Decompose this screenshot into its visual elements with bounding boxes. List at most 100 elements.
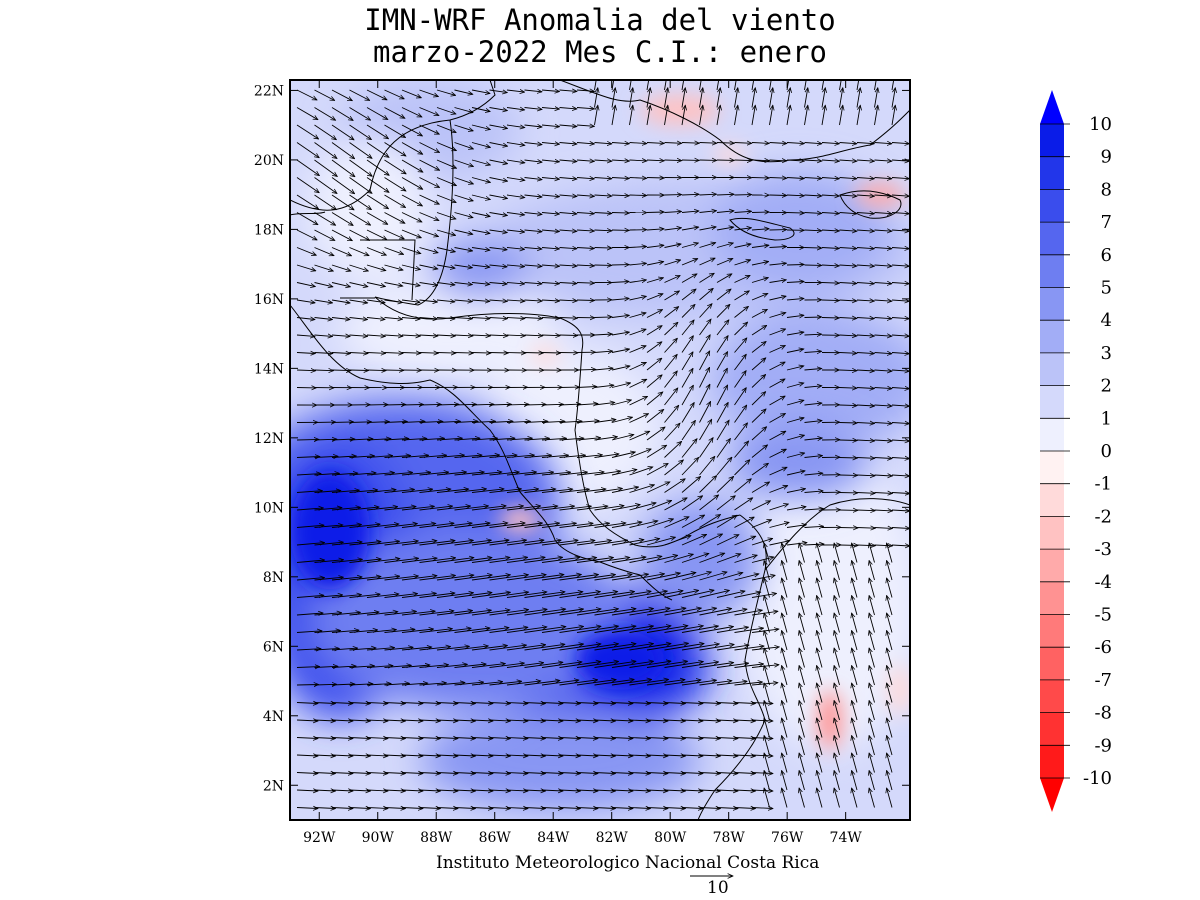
wind-vector <box>699 553 725 563</box>
wind-vector <box>436 438 462 440</box>
wind-vector <box>629 449 652 458</box>
wind-vector <box>331 142 355 159</box>
wind-vector <box>856 423 875 424</box>
wind-vector <box>646 573 680 581</box>
lon-label: 82W <box>596 830 629 846</box>
wind-vector <box>331 124 354 140</box>
wind-vector <box>349 177 373 194</box>
wind-vector <box>454 575 493 581</box>
colorbar-label: 1 <box>1101 408 1112 429</box>
lat-label: 22N <box>254 83 284 99</box>
wind-vector <box>366 194 389 209</box>
wind-vector <box>471 455 500 458</box>
wind-vector <box>454 177 474 184</box>
wind-vector <box>594 454 620 458</box>
wind-vector <box>401 558 437 563</box>
wind-vector <box>489 335 508 336</box>
wind-vector <box>541 125 560 127</box>
wind-vector <box>541 283 560 284</box>
wind-vector <box>331 264 351 271</box>
wind-vector <box>471 421 496 422</box>
wind-vector <box>471 506 506 511</box>
colorbar-top-arrow <box>1040 90 1064 124</box>
wind-vector <box>839 265 857 266</box>
wind-vector <box>454 107 474 113</box>
wind-vector <box>874 493 893 494</box>
wind-vector <box>786 178 804 179</box>
colorbar-segment <box>1040 352 1064 387</box>
wind-vector <box>751 160 769 161</box>
wind-vector <box>296 107 318 120</box>
lon-label: 84W <box>537 830 570 846</box>
wind-vector <box>839 105 843 126</box>
wind-vector <box>629 395 648 406</box>
wind-vector <box>629 378 647 388</box>
wind-vector <box>629 467 653 476</box>
wind-vector <box>419 404 442 405</box>
wind-vector <box>664 573 696 581</box>
wind-vector <box>891 265 909 266</box>
colorbar-bottom-arrow <box>1040 778 1064 812</box>
colorbar-segment <box>1040 287 1064 321</box>
wind-vector <box>821 160 839 161</box>
wind-vector <box>769 313 786 318</box>
colorbar-label: 3 <box>1101 343 1112 364</box>
wind-vector <box>681 515 705 528</box>
wind-vector <box>489 472 520 476</box>
wind-vector <box>716 243 733 248</box>
wind-vector <box>629 539 660 546</box>
wind-vector <box>594 143 612 144</box>
wind-vector <box>611 315 629 317</box>
wind-vector <box>471 283 490 285</box>
wind-vector <box>454 124 474 131</box>
wind-vector <box>734 274 751 283</box>
wind-vector <box>751 278 768 283</box>
wind-vector <box>856 88 860 108</box>
wind-vector <box>786 400 804 406</box>
colorbar-segment <box>1040 614 1064 648</box>
wind-vector <box>874 178 892 179</box>
wind-vector <box>454 265 473 268</box>
wind-vector <box>384 353 404 354</box>
wind-vector <box>839 283 857 284</box>
wind-vector <box>401 523 436 528</box>
wind-vector <box>489 248 508 250</box>
wind-vector <box>629 574 665 581</box>
wind-vector <box>734 441 749 458</box>
wind-vector <box>664 275 681 283</box>
wind-vector <box>769 449 787 458</box>
wind-vector <box>576 506 608 511</box>
wind-vector <box>716 534 739 546</box>
wind-vector <box>856 300 874 301</box>
wind-vector <box>331 318 350 320</box>
wind-vector <box>541 421 565 422</box>
wind-vector <box>349 124 372 140</box>
wind-vector <box>331 542 362 546</box>
colorbar-segment <box>1040 189 1064 223</box>
wind-vector <box>524 489 556 493</box>
wind-vector <box>454 89 473 94</box>
wind-vector <box>594 195 612 196</box>
wind-vector <box>366 473 394 475</box>
wind-vector <box>349 194 372 210</box>
wind-vector <box>821 248 839 249</box>
wind-vector <box>594 574 633 581</box>
wind-vector <box>296 318 315 320</box>
wind-vector <box>524 213 543 215</box>
wind-vector <box>541 90 560 92</box>
wind-vector <box>839 160 857 161</box>
wind-vector <box>716 289 731 301</box>
wind-vector <box>296 212 318 225</box>
wind-vector <box>594 178 612 179</box>
wind-vector <box>314 370 334 371</box>
wind-vector <box>786 435 804 441</box>
wind-vector <box>296 299 315 303</box>
wind-vector <box>804 213 822 214</box>
wind-vector <box>314 456 339 457</box>
wind-vector <box>541 335 560 336</box>
wind-vector <box>646 464 668 476</box>
wind-vector <box>559 558 597 563</box>
lat-label: 8N <box>263 570 284 586</box>
colorbar-segment <box>1040 418 1064 452</box>
wind-vector <box>821 230 839 231</box>
